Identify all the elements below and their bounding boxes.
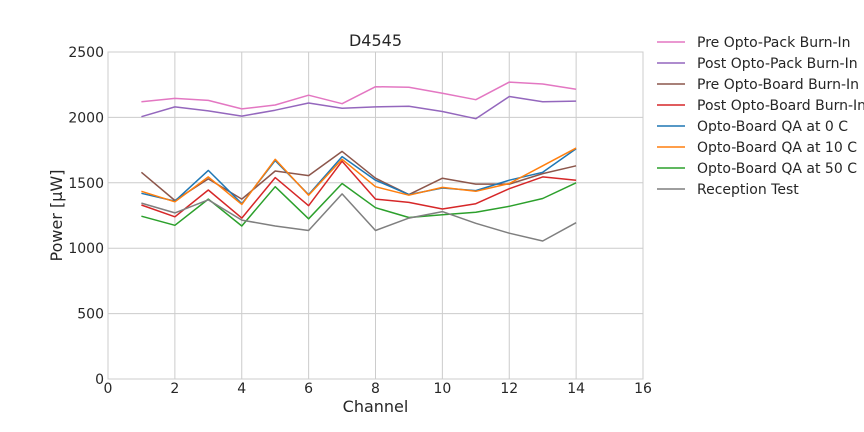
y-tick-label: 0 <box>95 372 104 388</box>
x-tick-label: 4 <box>237 381 246 397</box>
series-line-8 <box>141 193 577 242</box>
legend-label: Opto-Board QA at 0 C <box>697 119 848 135</box>
legend-label: Post Opto-Pack Burn-In <box>697 56 858 72</box>
x-tick-label: 6 <box>304 381 313 397</box>
legend-label: Opto-Board QA at 10 C <box>697 140 857 156</box>
x-axis-label: Channel <box>343 397 409 416</box>
legend-label: Opto-Board QA at 50 C <box>697 161 857 177</box>
series-line-4 <box>141 160 577 219</box>
legend-label: Reception Test <box>697 182 799 198</box>
series-line-7 <box>141 182 577 227</box>
x-tick-label: 14 <box>567 381 585 397</box>
legend-label: Post Opto-Board Burn-In <box>697 98 864 114</box>
chart-title: D4545 <box>349 31 402 50</box>
x-tick-label: 10 <box>433 381 451 397</box>
legend-label: Pre Opto-Board Burn-In <box>697 77 859 93</box>
legend-label: Pre Opto-Pack Burn-In <box>697 35 851 51</box>
series-line-2 <box>141 95 577 120</box>
x-tick-label: 8 <box>371 381 380 397</box>
y-tick-label: 500 <box>77 307 104 323</box>
series-line-1 <box>141 81 577 110</box>
y-axis-label: Power [μW] <box>47 170 66 262</box>
series-lines <box>140 81 577 242</box>
y-tick-label: 1000 <box>68 241 104 257</box>
legend: Pre Opto-Pack Burn-In Post Opto-Pack Burn… <box>657 35 864 198</box>
plot-area-frame <box>107 51 644 380</box>
x-tick-label: 12 <box>500 381 518 397</box>
series-line-3 <box>140 150 577 202</box>
series-line-6 <box>141 147 577 206</box>
x-tick-label: 16 <box>634 381 652 397</box>
y-tick-label: 1500 <box>68 176 104 192</box>
x-tick-label: 0 <box>104 381 113 397</box>
series-line-5 <box>141 148 577 205</box>
y-tick-label: 2500 <box>68 45 104 61</box>
axis-ticks: 0 2 4 6 8 10 12 14 16 0 500 1000 1500 2000 2500 <box>68 45 652 397</box>
x-tick-label: 2 <box>170 381 179 397</box>
y-tick-label: 2000 <box>68 110 104 126</box>
